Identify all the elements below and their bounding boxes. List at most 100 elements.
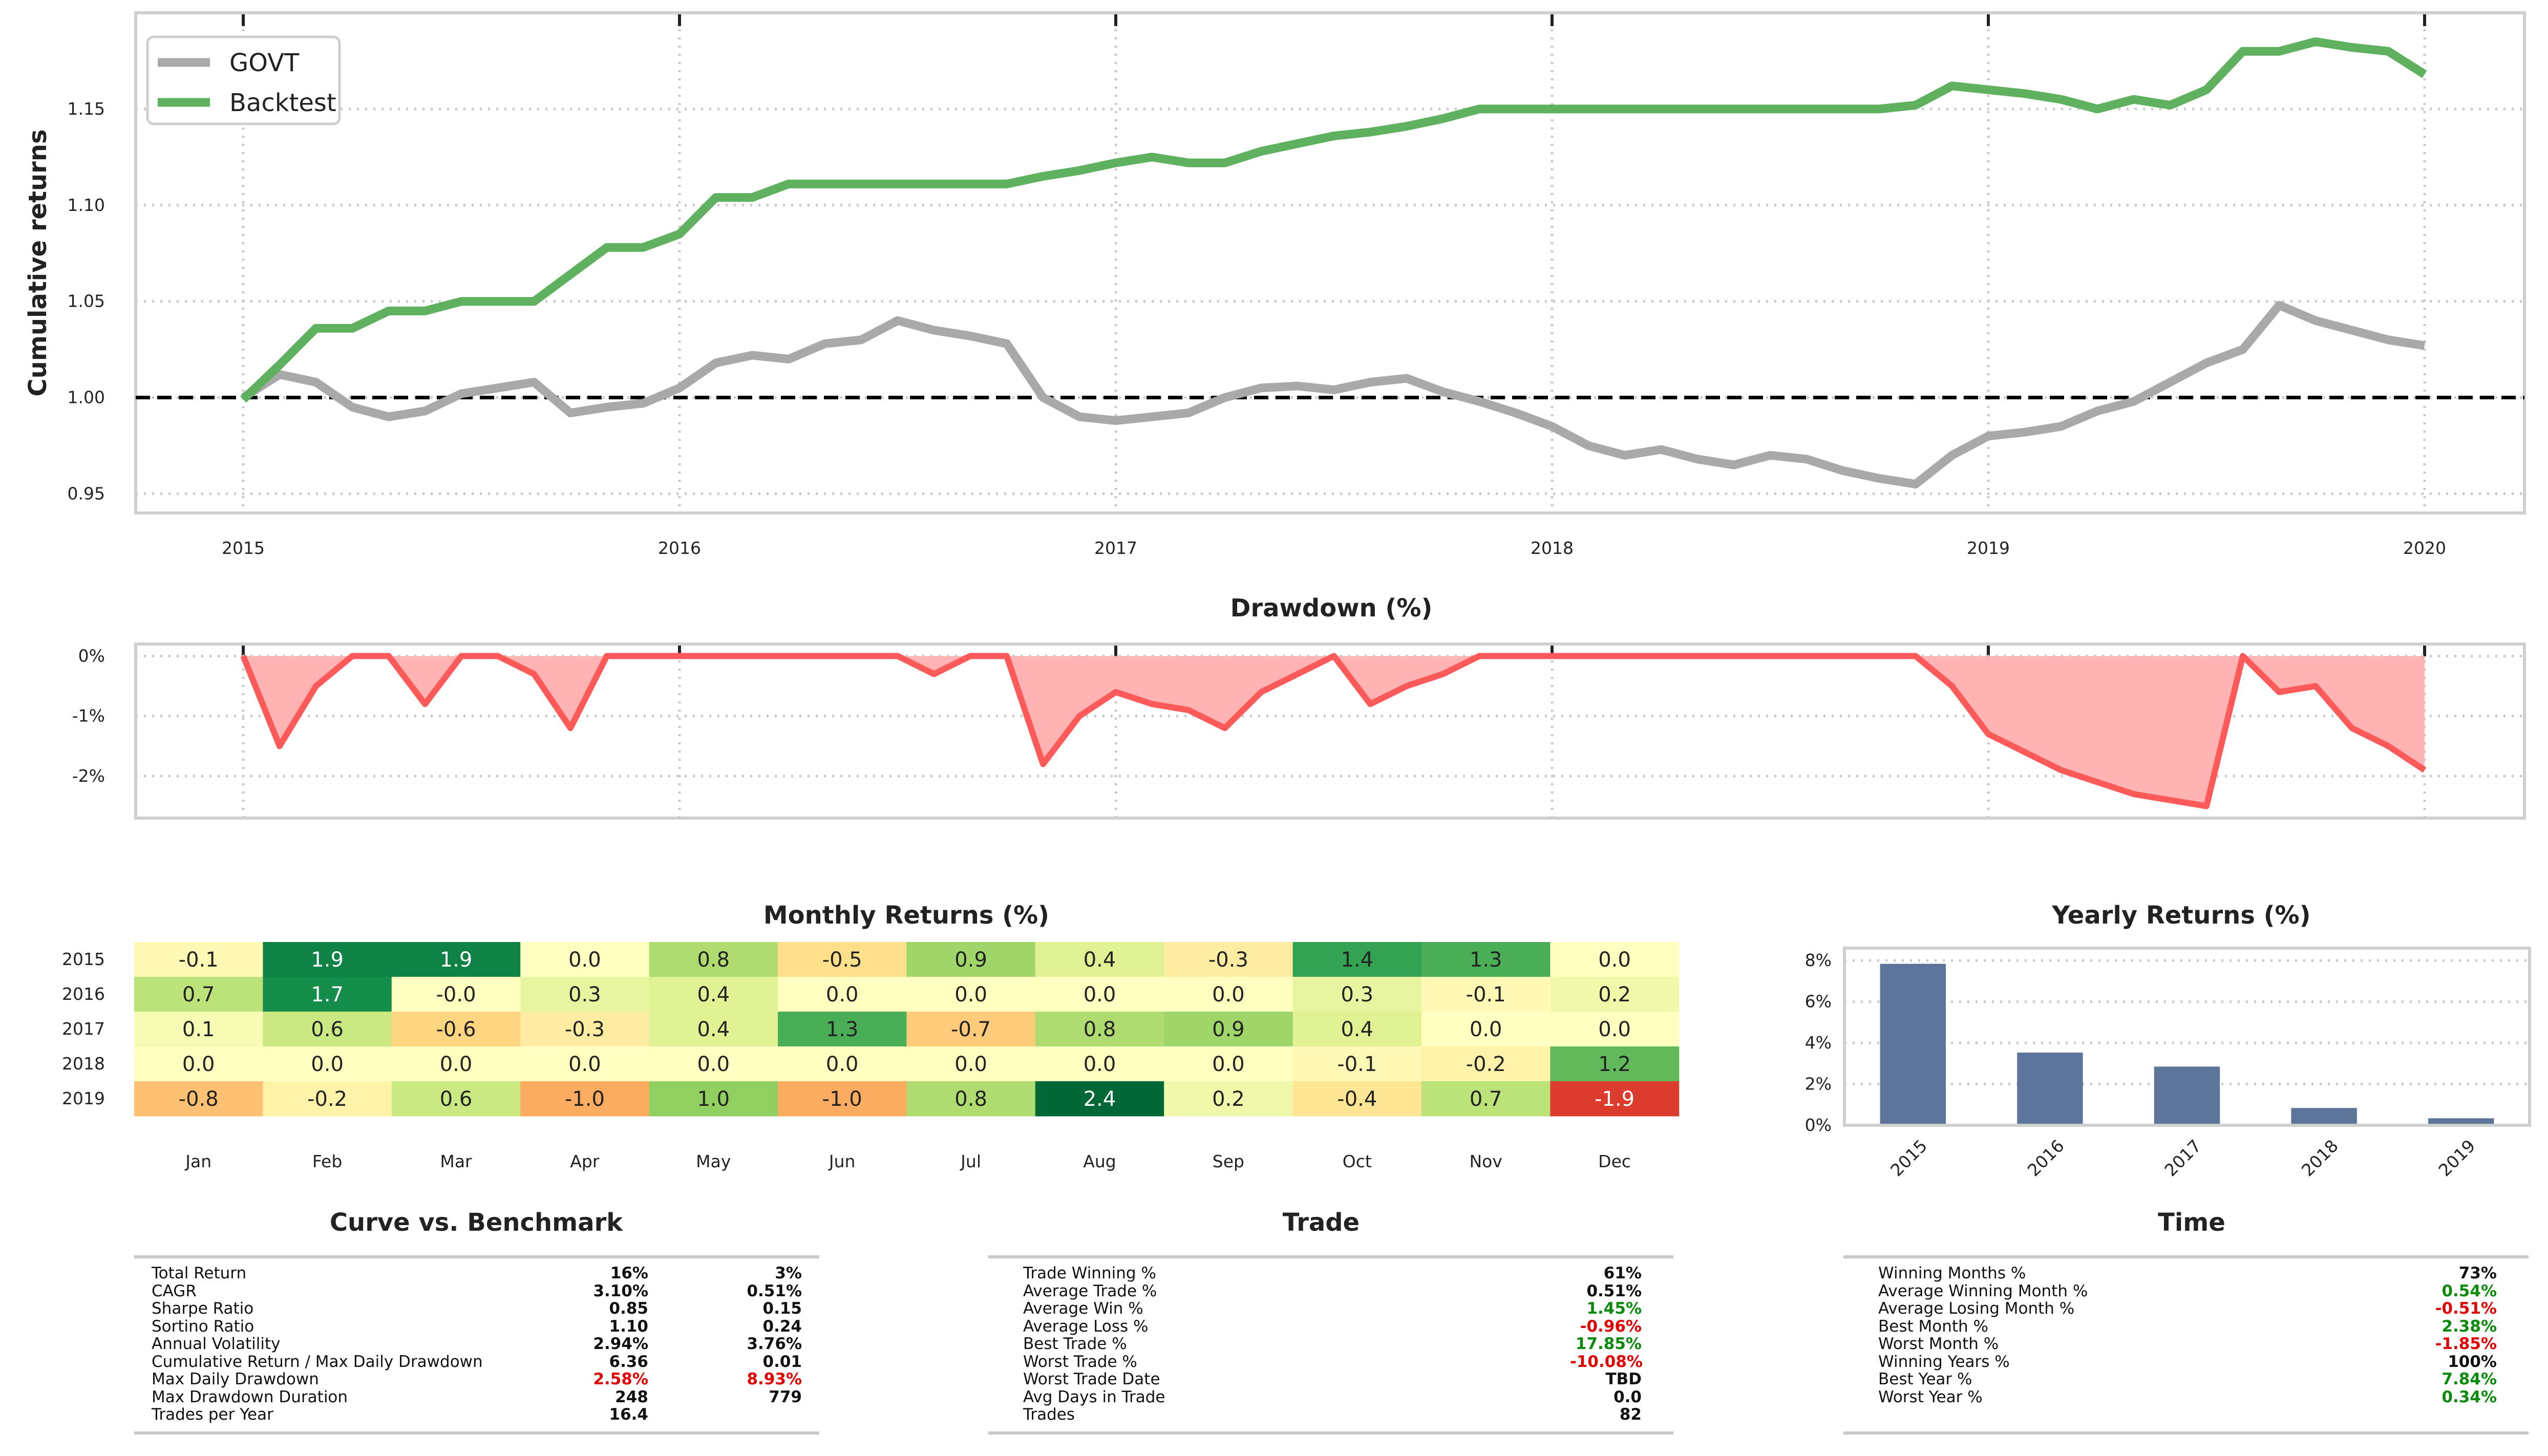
heatmap-cell [263,977,392,1012]
stat-row: Avg Days in Trade 0.0 [1023,1388,1642,1406]
drawdown-line [240,653,2427,809]
heatmap-cell [1421,942,1551,977]
x-tick-label: 2020 [2403,538,2446,558]
plot-frame [1843,947,2531,1127]
stat-label: CAGR [152,1281,197,1300]
yearly-bar [1880,963,1946,1125]
heatmap-cell-value: 0.0 [954,1053,987,1076]
trade-table-bottom-rule [988,1431,1673,1434]
heatmap-cell [906,1012,1036,1047]
heatmap-cell [1550,1012,1680,1047]
stat-benchmark-value: 0.51% [747,1281,802,1300]
yearly-bar [2291,1108,2357,1125]
drawdown-chart: 2015 2016 2017 2018 2019 2020 0% -1% -2% [72,643,2526,850]
stat-benchmark-value: 0.01 [762,1352,802,1371]
heatmap-cell-value: 0.0 [1084,1053,1116,1076]
heatmap-cell [1292,942,1422,977]
heatmap-cell [1035,1081,1164,1117]
heatmap-col-label: Oct [1343,1151,1372,1171]
y-tick-label: 1.00 [68,388,105,408]
heatmap-cell [263,942,392,977]
x-tick-label: 2019 [1967,848,2010,850]
stat-benchmark-value: 3.76% [747,1335,802,1353]
heatmap-cell [649,1012,778,1047]
stat-label: Winning Years % [1878,1352,2010,1371]
heatmap-col-label: Mar [440,1151,472,1171]
stat-label: Worst Trade Date [1023,1370,1160,1388]
heatmap-col-label: Dec [1598,1151,1631,1171]
heatmap-cell [391,1046,521,1082]
heatmap-cell-value: 0.9 [954,948,987,972]
stat-value: 0.34% [2441,1387,2497,1406]
stat-row: Worst Year % 0.34% [1878,1388,2497,1406]
stat-value: 2.38% [2441,1317,2497,1336]
heatmap-cell-value: 0.0 [1470,1018,1502,1041]
heatmap-col-label: May [696,1151,731,1171]
stat-value: 100% [2448,1352,2497,1371]
heatmap-cell [520,1081,650,1117]
trade-table-top-rule [988,1255,1673,1258]
stat-benchmark-value: 0.24 [762,1317,802,1336]
heatmap-cell-value: -0.7 [951,1018,991,1041]
heatmap-cell-value: 0.8 [1084,1018,1116,1041]
legend-label: Backtest [229,89,336,117]
yearly-bar [2154,1066,2220,1125]
monthly-returns-heatmap: 2015 -0.1 1.9 1.9 0.0 0.8 -0.5 0.9 0.4 -0.3 1.4 1.3… [62,942,1680,1171]
stat-value: 17.85% [1575,1335,1642,1353]
stat-label: Max Drawdown Duration [152,1387,348,1406]
stat-value: 0.51% [1586,1281,1642,1300]
stat-label: Total Return [152,1264,247,1282]
heatmap-cell [263,1046,392,1082]
heatmap-cell-value: 2.4 [1084,1087,1116,1111]
x-tick-label: 2015 [222,848,265,850]
curve-table-top-rule [134,1255,819,1258]
drawdown-title: Drawdown (%) [1230,594,1433,623]
stat-row: Cumulative Return / Max Daily Drawdown 6.… [152,1353,802,1371]
heatmap-cell [906,1081,1036,1117]
heatmap-cell-value: -0.6 [436,1018,476,1041]
stat-row: Average Trade % 0.51% [1023,1282,1642,1300]
heatmap-cell-value: 0.3 [568,983,601,1007]
heatmap-cell-value: -0.8 [179,1087,219,1111]
y-tick-label: 4% [1805,1033,1832,1053]
yearly-returns-chart: 0% 2% 4% 6% 8% 2015 2016 2017 2018 2019 [1805,947,2531,1180]
heatmap-cell [520,977,650,1012]
heatmap-cell-value: 0.6 [440,1087,473,1111]
heatmap-cell-value: 0.0 [1084,983,1116,1007]
heatmap-cell [391,1081,521,1117]
heatmap-cell-value: 0.0 [1212,1053,1245,1076]
heatmap-row-label: 2019 [62,1088,105,1108]
stat-label: Avg Days in Trade [1023,1387,1165,1406]
heatmap-cell-value: 1.9 [311,948,344,972]
heatmap-cell-value: 1.9 [440,948,473,972]
heatmap-cell [1164,977,1293,1012]
heatmap-col-label: Nov [1469,1151,1502,1171]
heatmap-cell-value: 0.4 [1341,1018,1373,1041]
heatmap-cell [778,1081,907,1117]
x-tick-label: 2019 [2435,1136,2479,1180]
heatmap-cell [649,1046,778,1082]
heatmap-cell-value: -1.9 [1595,1087,1634,1111]
stat-row: Average Losing Month % -0.51% [1878,1300,2497,1318]
stat-row: Worst Trade % -10.08% [1023,1353,1643,1371]
heatmap-cell-value: 0.2 [1212,1087,1245,1111]
y-tick-label: 2% [1805,1074,1832,1094]
heatmap-cell [391,1012,521,1047]
heatmap-cell [134,1046,263,1082]
heatmap-cell [1421,977,1551,1012]
stat-row: Trade Winning % 61% [1023,1265,1642,1282]
stat-value: 6.36 [609,1352,649,1371]
heatmap-cell-value: 0.0 [568,948,601,972]
stat-value: -0.51% [2435,1299,2497,1318]
heatmap-cell [1292,1012,1422,1047]
heatmap-cell-value: -1.0 [565,1087,605,1111]
y-tick-label: -1% [72,706,105,726]
heatmap-cell [1164,1081,1293,1117]
stat-label: Average Losing Month % [1878,1299,2075,1318]
trade-table-title: Trade [1282,1208,1360,1237]
stat-value: 248 [615,1387,648,1406]
stat-value: 2.94% [593,1335,648,1353]
stat-row: Worst Month % -1.85% [1878,1335,2497,1353]
heatmap-cell [134,1012,263,1047]
heatmap-cell-value: -0.1 [1337,1053,1377,1076]
